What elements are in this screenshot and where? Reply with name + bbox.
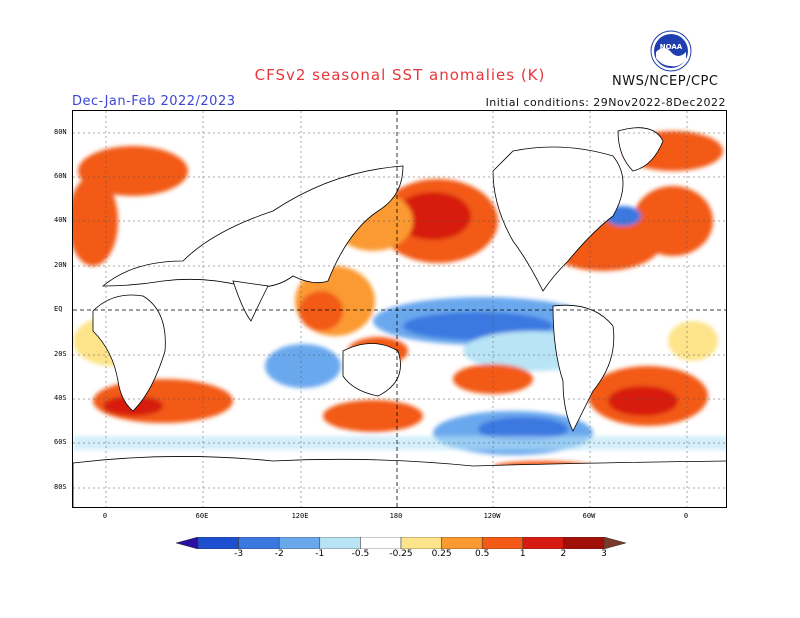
reference-lines (73, 111, 726, 507)
anomaly-field (73, 131, 726, 484)
colorbar-tick-label: -2 (274, 549, 284, 559)
colorbar-segment (238, 537, 280, 549)
lat-label: 20N (54, 261, 67, 269)
colorbar (176, 537, 626, 549)
colorbar-tick-label: 3 (601, 549, 607, 559)
colorbar-tick-label: 2 (560, 549, 567, 559)
lat-label: EQ (54, 305, 63, 313)
colorbar-segment (400, 537, 442, 549)
colorbar-arrow-high (603, 537, 626, 549)
colorbar-tick-label: 0.5 (475, 549, 490, 559)
colorbar-segment (441, 537, 483, 549)
map-title: CFSv2 seasonal SST anomalies (K) (254, 66, 546, 84)
colorbar-arrow-low (176, 537, 199, 549)
colorbar-segment (319, 537, 361, 549)
colorbar-tick-label: -0.5 (351, 549, 370, 559)
colorbar-segment (197, 537, 239, 549)
colorbar-tick-label: 0.25 (431, 549, 452, 559)
initial-conditions: Initial conditions: 29Nov2022-8Dec2022 (485, 96, 726, 109)
land-masses (73, 127, 726, 507)
colorbar-segment (278, 537, 321, 549)
svg-text:NOAA: NOAA (660, 43, 683, 51)
lon-label: 60E (195, 512, 209, 520)
agency-label: NWS/NCEP/CPC (612, 74, 719, 89)
colorbar-segment (360, 537, 402, 549)
gridlines (73, 111, 726, 507)
lon-label: 60W (582, 512, 596, 520)
lat-label: 40S (54, 394, 67, 402)
colorbar-tick-label: -0.25 (389, 549, 413, 559)
lon-label: 0 (102, 512, 108, 520)
noaa-logo-icon: NOAA (650, 30, 692, 72)
lat-label: 80S (54, 483, 67, 491)
lon-label: 180 (389, 512, 403, 520)
lat-label: 20S (54, 350, 67, 358)
lat-label: 40N (54, 216, 67, 224)
sst-anomaly-map (72, 110, 727, 508)
lon-label: 0 (683, 512, 689, 520)
forecast-period: Dec-Jan-Feb 2022/2023 (72, 94, 236, 109)
map-canvas (73, 111, 726, 507)
lon-label: 120W (483, 512, 501, 520)
colorbar-tick-label: -1 (315, 549, 325, 559)
colorbar-tick-label: 1 (519, 549, 526, 559)
lat-label: 60S (54, 438, 67, 446)
colorbar-segment (481, 537, 524, 549)
colorbar-tick-label: -3 (234, 549, 244, 559)
lon-label: 120E (291, 512, 309, 520)
lat-label: 80N (54, 128, 67, 136)
colorbar-segment (522, 537, 564, 549)
lat-label: 60N (54, 172, 67, 180)
colorbar-segment (563, 537, 605, 549)
